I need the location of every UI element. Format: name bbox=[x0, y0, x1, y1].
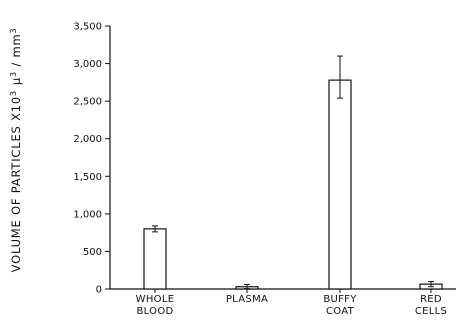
y-axis-title-mu: μ bbox=[9, 77, 23, 85]
x-category-label: CELLS bbox=[415, 306, 447, 317]
x-category-label: BLOOD bbox=[136, 306, 173, 317]
axes bbox=[109, 26, 456, 290]
y-tick-label: 500 bbox=[83, 247, 102, 258]
y-axis-title-exponent: 3 bbox=[9, 90, 18, 96]
y-tick-label: 0 bbox=[96, 285, 102, 296]
x-category-label: COAT bbox=[326, 306, 355, 317]
y-axis-title-unit: / mm bbox=[9, 34, 23, 72]
y-tick-label: 2,500 bbox=[73, 97, 102, 108]
y-axis-title: VOLUME OF PARTICLES X103μ3 / mm3 bbox=[9, 28, 24, 273]
x-category-label: RED bbox=[420, 294, 442, 305]
y-tick-label: 3,000 bbox=[73, 59, 102, 70]
y-tick-label: 2,000 bbox=[73, 134, 102, 145]
x-category-label: BUFFY bbox=[323, 294, 357, 305]
x-category-label: PLASMA bbox=[226, 294, 268, 305]
y-axis-title-main: VOLUME OF PARTICLES X10 bbox=[9, 96, 23, 272]
error-bars bbox=[152, 55, 434, 290]
y-axis-title-unit-exponent: 3 bbox=[9, 28, 18, 34]
bar bbox=[143, 228, 167, 290]
y-axis-ticks: 0 500 1,000 1,500 2,000 2,500 3,000 3,500 bbox=[73, 22, 110, 296]
bars bbox=[143, 79, 443, 293]
y-tick-label: 1,000 bbox=[73, 209, 102, 220]
y-tick-label: 3,500 bbox=[73, 22, 102, 33]
y-tick-label: 1,500 bbox=[73, 172, 102, 183]
y-axis-title-mu-exponent: 3 bbox=[9, 71, 18, 77]
bar bbox=[328, 79, 352, 290]
x-category-label: WHOLE bbox=[136, 294, 175, 305]
